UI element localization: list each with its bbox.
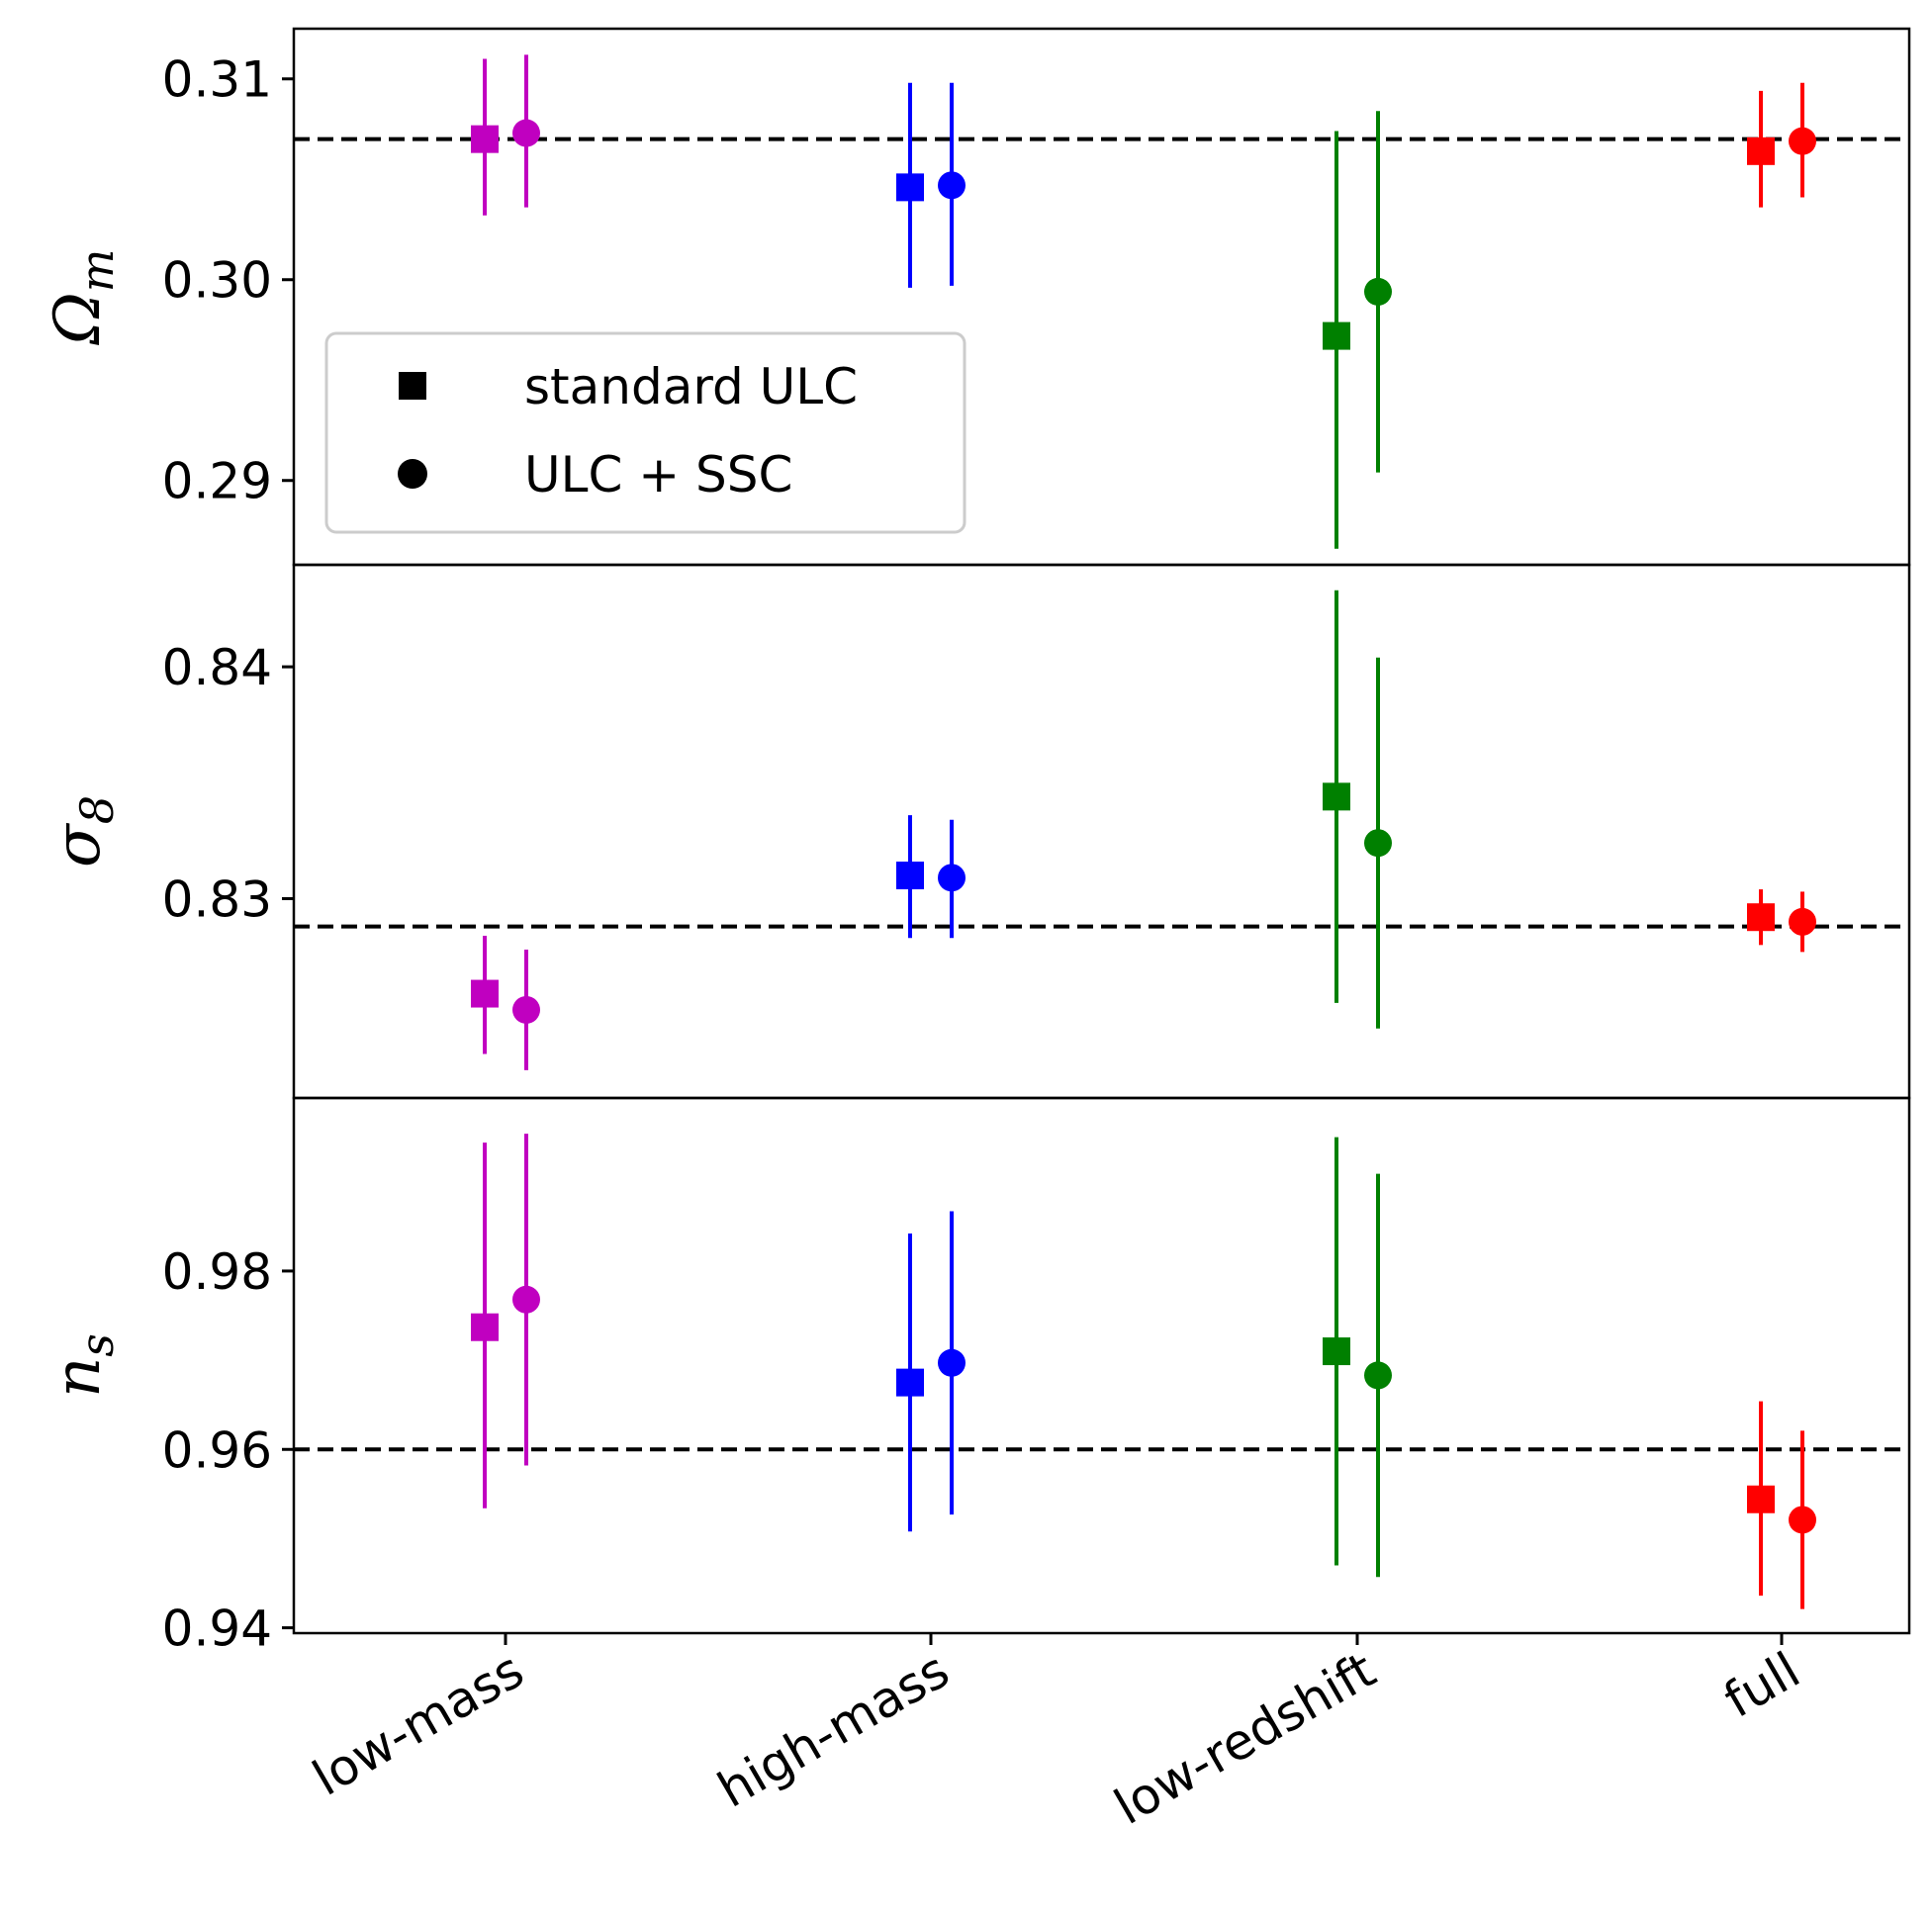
legend-frame [324, 331, 966, 534]
data-point-square [471, 979, 499, 1008]
plot-panels: 0.29 0.30 0.31 Ωm 0.83 0.84 σ8 0.94 0.96 0.98 ns [42, 27, 1911, 1658]
panel-1: 0.29 0.30 0.31 Ωm [42, 27, 1911, 567]
x-tick-label: low-mass [304, 1641, 533, 1807]
y-tick-label: 0.83 [162, 870, 272, 928]
y-tick-label: 0.96 [162, 1421, 272, 1479]
y-tick-label: 0.94 [162, 1600, 272, 1658]
data-point-circle [1789, 127, 1816, 155]
y-tick-label: 0.29 [162, 453, 272, 510]
data-point-square [1747, 1485, 1775, 1513]
y-tick-label: 0.98 [162, 1243, 272, 1301]
panel-2: 0.83 0.84 σ8 [42, 563, 1911, 1100]
data-point-circle [1789, 1506, 1816, 1534]
x-tick-label: high-mass [708, 1641, 959, 1818]
data-point-circle [1364, 829, 1392, 858]
legend-circle-marker [398, 459, 427, 489]
data-point-square [1323, 782, 1350, 811]
data-point-square [471, 1313, 499, 1341]
data-point-circle [512, 1285, 540, 1314]
panel-frame [292, 1096, 1911, 1635]
y-axis-label: Ωm [42, 249, 124, 346]
panel-3: 0.94 0.96 0.98 ns [42, 1096, 1911, 1658]
data-point-circle [1789, 907, 1816, 936]
legend-label-ulc-ssc: ULC + SSC [524, 446, 792, 503]
y-tick-label: 0.31 [162, 51, 272, 109]
data-point-square [1323, 321, 1350, 350]
data-point-square [1747, 137, 1775, 165]
data-point-square [896, 1368, 924, 1397]
y-tick-label: 0.30 [162, 252, 272, 310]
y-axis-label: σ8 [42, 795, 124, 868]
data-point-circle [512, 995, 540, 1024]
data-point-circle [1364, 1361, 1392, 1390]
legend: standard ULC ULC + SSC [324, 331, 966, 534]
data-point-circle [938, 171, 966, 200]
data-point-square [896, 862, 924, 890]
data-point-circle [938, 864, 966, 892]
data-point-square [1747, 903, 1775, 932]
x-tick-label: low-redshift [1105, 1641, 1385, 1836]
data-point-square [896, 173, 924, 202]
data-point-square [471, 125, 499, 153]
y-tick-label: 0.84 [162, 639, 272, 696]
data-point-circle [1364, 277, 1392, 306]
data-point-circle [512, 119, 540, 147]
legend-square-marker [399, 372, 426, 400]
legend-label-standard-ulc: standard ULC [524, 358, 858, 415]
data-point-square [1323, 1337, 1350, 1366]
data-point-circle [938, 1348, 966, 1377]
x-axis: low-mass high-mass low-redshift full [304, 1633, 1809, 1836]
y-axis-label: ns [42, 1333, 124, 1398]
x-tick-label: full [1714, 1641, 1809, 1729]
